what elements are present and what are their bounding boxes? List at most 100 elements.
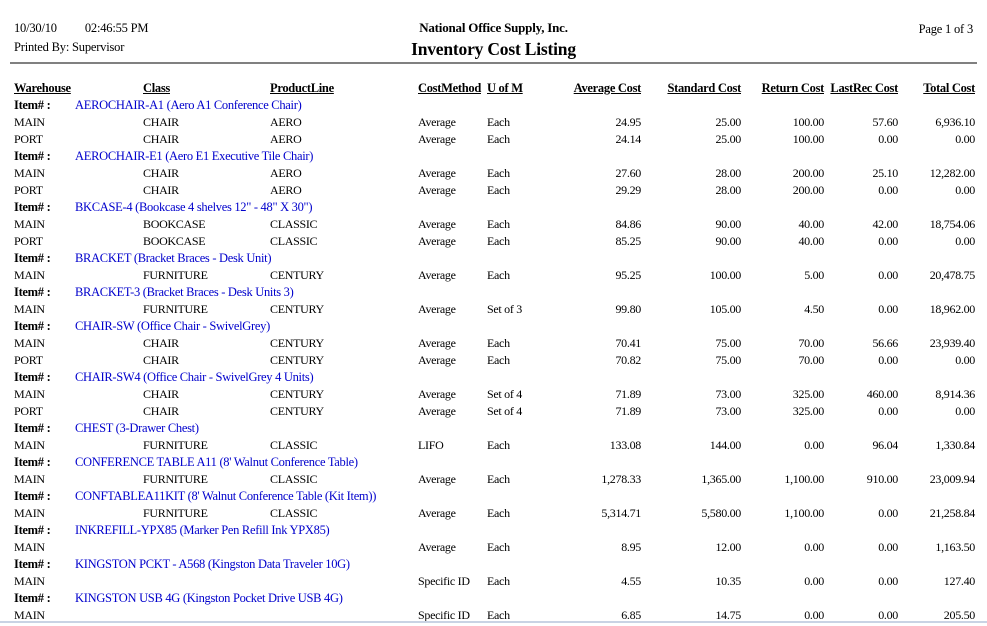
cell-uofm: Each <box>487 217 510 231</box>
item-description: BRACKET (Bracket Braces - Desk Unit) <box>75 251 272 265</box>
column-header-uofm: U of M <box>487 81 523 95</box>
cell-lastrec-cost: 910.00 <box>866 472 899 486</box>
cell-uofm: Each <box>487 183 510 197</box>
item-number-label: Item# : <box>14 319 51 333</box>
cell-lastrec-cost: 0.00 <box>878 404 898 418</box>
cell-lastrec-cost: 0.00 <box>878 302 898 316</box>
cell-standard-cost: 90.00 <box>715 217 741 231</box>
column-header-average-cost: Average Cost <box>573 81 642 95</box>
cell-product-line: CENTURY <box>270 268 324 282</box>
item-group-header: Item# : CHAIR-SW (Office Chair - SwivelGr… <box>14 318 975 335</box>
cell-product-line: CENTURY <box>270 353 324 367</box>
table-header-row: Warehouse Class ProductLine CostMethod U of … <box>14 78 975 97</box>
column-header-product-line: ProductLine <box>270 81 334 95</box>
cell-average-cost: 71.89 <box>615 387 641 401</box>
cell-total-cost: 0.00 <box>955 183 975 197</box>
item-group-header: Item# : KINGSTON PCKT - A568 (Kingston Da… <box>14 556 975 573</box>
cell-product-line: CENTURY <box>270 387 324 401</box>
company-name: National Office Supply, Inc. <box>419 20 568 35</box>
cell-class <box>143 607 270 624</box>
cell-return-cost: 0.00 <box>804 540 824 554</box>
cell-total-cost: 0.00 <box>955 132 975 146</box>
cell-cost-method: Average <box>418 506 456 520</box>
printed-by: Printed By: Supervisor <box>14 40 125 54</box>
cell-average-cost: 24.14 <box>615 132 641 146</box>
cell-return-cost: 5.00 <box>804 268 824 282</box>
cell-cost-method: Average <box>418 132 456 146</box>
cell-lastrec-cost: 0.00 <box>878 268 898 282</box>
cell-warehouse: MAIN <box>14 472 45 486</box>
cell-return-cost: 40.00 <box>798 234 824 248</box>
table-row: MAIN FURNITURE CENTURY Average Each 95.25 100.… <box>14 267 975 284</box>
cell-return-cost: 325.00 <box>792 404 825 418</box>
cell-standard-cost: 28.00 <box>715 183 741 197</box>
item-group-header: Item# : BKCASE-4 (Bookcase 4 shelves 12" … <box>14 199 975 216</box>
cell-uofm: Each <box>487 472 510 486</box>
cell-average-cost: 71.89 <box>615 404 641 418</box>
cell-class <box>143 573 270 590</box>
cell-class: FURNITURE <box>143 268 208 282</box>
item-group-header: Item# : INKREFILL-YPX85 (Marker Pen Refil… <box>14 522 975 539</box>
cell-product-line: AERO <box>270 132 302 146</box>
cell-total-cost: 205.50 <box>943 608 976 622</box>
cell-product-line <box>270 539 418 556</box>
cell-return-cost: 100.00 <box>792 132 825 146</box>
cell-lastrec-cost: 96.04 <box>872 438 898 452</box>
cell-class: CHAIR <box>143 166 179 180</box>
cell-standard-cost: 5,580.00 <box>701 506 741 520</box>
cell-standard-cost: 14.75 <box>715 608 741 622</box>
cell-total-cost: 8,914.36 <box>935 387 975 401</box>
cell-warehouse: MAIN <box>14 336 45 350</box>
table-row: MAIN CHAIR CENTURY Average Each 70.41 75.00 70.… <box>14 335 975 352</box>
item-description: CHAIR-SW4 (Office Chair - SwivelGrey 4 U… <box>75 370 314 384</box>
cell-return-cost: 0.00 <box>804 574 824 588</box>
cell-warehouse: MAIN <box>14 387 45 401</box>
cell-product-line: CENTURY <box>270 336 324 350</box>
table-row: MAIN FURNITURE CLASSIC LIFO Each 133.08 144.00… <box>14 437 975 454</box>
cell-lastrec-cost: 0.00 <box>878 183 898 197</box>
cell-standard-cost: 28.00 <box>715 166 741 180</box>
cell-warehouse: MAIN <box>14 438 45 452</box>
cell-cost-method: Average <box>418 387 456 401</box>
cell-warehouse: MAIN <box>14 574 45 588</box>
cell-cost-method: Specific ID <box>418 608 470 622</box>
cell-lastrec-cost: 42.00 <box>872 217 898 231</box>
cell-lastrec-cost: 460.00 <box>866 387 899 401</box>
cell-uofm: Each <box>487 132 510 146</box>
cell-cost-method: Average <box>418 217 456 231</box>
item-description: CONFERENCE TABLE A11 (8' Walnut Conferen… <box>75 455 358 469</box>
cell-warehouse: PORT <box>14 353 43 367</box>
page-indicator: Page 1 of 3 <box>918 22 974 36</box>
table-row: MAIN CHAIR CENTURY Average Set of 4 71.89 73.0… <box>14 386 975 403</box>
cell-warehouse: MAIN <box>14 217 45 231</box>
item-number-label: Item# : <box>14 98 51 112</box>
cell-average-cost: 24.95 <box>615 115 641 129</box>
cell-return-cost: 100.00 <box>792 115 825 129</box>
cell-return-cost: 0.00 <box>804 608 824 622</box>
cell-class: BOOKCASE <box>143 217 206 231</box>
cell-class <box>143 539 270 556</box>
cell-product-line: CLASSIC <box>270 234 318 248</box>
column-header-warehouse: Warehouse <box>14 81 71 95</box>
report-date: 10/30/10 <box>14 21 57 35</box>
cell-return-cost: 200.00 <box>792 183 825 197</box>
cell-warehouse: MAIN <box>14 540 45 554</box>
cell-average-cost: 29.29 <box>615 183 641 197</box>
cell-product-line: AERO <box>270 115 302 129</box>
cell-lastrec-cost: 56.66 <box>872 336 898 350</box>
cell-lastrec-cost: 0.00 <box>878 608 898 622</box>
table-row: MAIN FURNITURE CLASSIC Average Each 5,314.71 5… <box>14 505 975 522</box>
item-number-label: Item# : <box>14 200 51 214</box>
cell-product-line: CENTURY <box>270 404 324 418</box>
cell-total-cost: 127.40 <box>943 574 976 588</box>
item-description: AEROCHAIR-E1 (Aero E1 Executive Tile Cha… <box>75 149 314 163</box>
item-description: BKCASE-4 (Bookcase 4 shelves 12" - 48" X… <box>75 200 313 214</box>
cell-standard-cost: 90.00 <box>715 234 741 248</box>
cell-product-line: CLASSIC <box>270 506 318 520</box>
cell-warehouse: PORT <box>14 234 43 248</box>
cell-average-cost: 4.55 <box>621 574 641 588</box>
cell-warehouse: PORT <box>14 132 43 146</box>
cell-class: CHAIR <box>143 115 179 129</box>
cell-standard-cost: 12.00 <box>715 540 741 554</box>
